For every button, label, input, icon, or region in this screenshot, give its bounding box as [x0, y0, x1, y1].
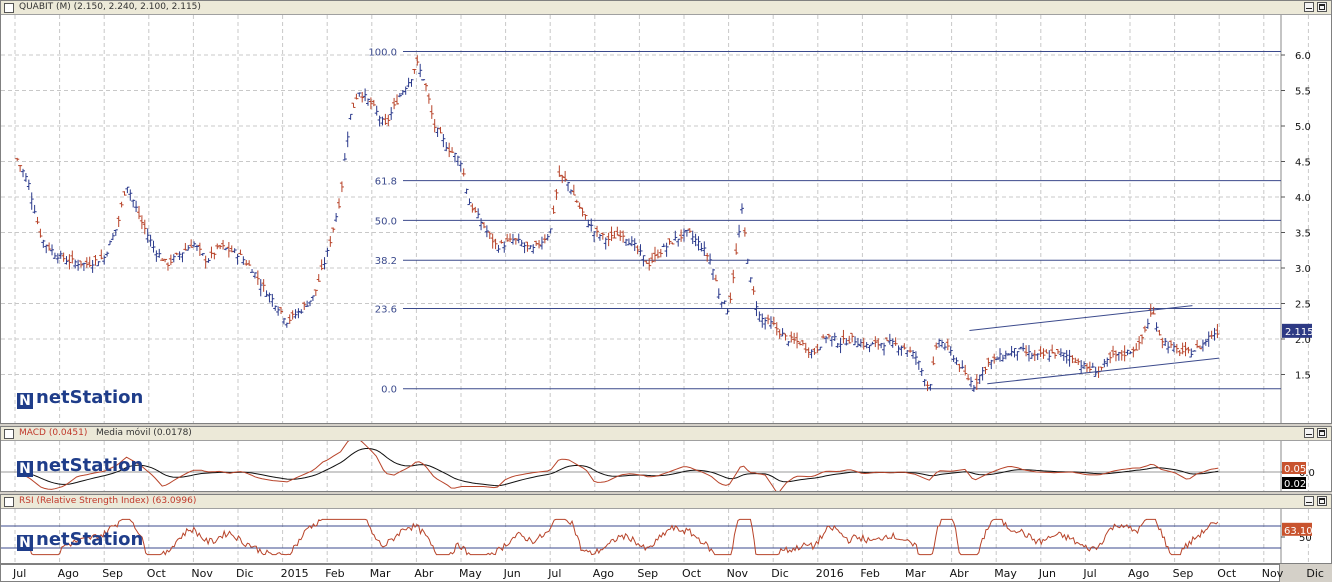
month-label: Dic: [236, 567, 254, 580]
rsi-panel: RSI (Relative Strength Index) (63.0996) …: [0, 494, 1332, 564]
month-label: Mar: [905, 567, 926, 580]
y-tick-label: 4.5: [1295, 158, 1311, 169]
trend-channel-upper: [969, 305, 1193, 331]
month-label: May: [994, 567, 1017, 580]
netstation-logo-icon: N: [17, 461, 33, 477]
maximize-button[interactable]: [1317, 428, 1327, 438]
rsi-value-tag: [1282, 522, 1312, 536]
y-tick-label: 3.0: [1295, 264, 1311, 275]
month-label: Dic: [771, 567, 789, 580]
month-label: Ago: [57, 567, 79, 580]
month-label: Sep: [637, 567, 659, 580]
maximize-button[interactable]: [1317, 496, 1327, 506]
moving-average-line: [19, 448, 1219, 487]
month-label: 2016: [815, 567, 844, 580]
y-tick-label: 1.5: [1295, 371, 1311, 382]
month-label: Sep: [102, 567, 123, 580]
minimize-button[interactable]: [1304, 2, 1314, 12]
moving-average-value-label: 0.02: [1284, 479, 1306, 490]
month-label: Feb: [860, 567, 880, 580]
macd-panel-title: MACD (0.0451) Media móvil (0.0178): [19, 427, 192, 440]
y-tick-label: 6.0: [1295, 51, 1311, 62]
price-chart[interactable]: 6.0 5.5 5.0 4.5 4.0 3.5 3.0 2.5 2.0 1.5 100.0 61.8 5…: [1, 15, 1331, 423]
trend-channel-lower: [987, 357, 1220, 385]
y-tick-label: 5.5: [1295, 87, 1311, 98]
fibonacci-level-label: 100.0: [368, 47, 397, 58]
macd-panel: MACD (0.0451) Media móvil (0.0178) 0.0 0.…: [0, 426, 1332, 492]
month-label: Jul: [1083, 567, 1097, 580]
month-label: May: [459, 567, 482, 580]
macd-label: MACD (0.0451): [19, 428, 88, 438]
fibonacci-level-label: 23.6: [375, 304, 397, 315]
netstation-logo-icon: N: [17, 535, 33, 551]
y-tick-label: 3.5: [1295, 229, 1311, 240]
month-label: Nov: [191, 567, 213, 580]
month-label: Feb: [325, 567, 345, 580]
month-label: Nov: [726, 567, 749, 580]
macd-panel-titlebar: MACD (0.0451) Media móvil (0.0178): [1, 427, 1331, 441]
last-price-label: 2.115: [1285, 327, 1314, 338]
rsi-panel-titlebar: RSI (Relative Strength Index) (63.0996): [1, 495, 1331, 509]
month-label: 2015: [280, 567, 309, 580]
y-tick-label: 0.0: [1299, 468, 1315, 479]
y-tick-label: 5.0: [1295, 122, 1311, 133]
month-label: Oct: [682, 567, 702, 580]
last-price-tag: [1282, 323, 1312, 338]
month-label: Abr: [414, 567, 434, 580]
month-label: Ago: [1128, 567, 1150, 580]
month-label: Oct: [1217, 567, 1237, 580]
moving-average-label: Media móvil (0.0178): [95, 428, 192, 438]
month-label: Mar: [369, 567, 391, 580]
month-label: Oct: [146, 567, 166, 580]
fibonacci-level-label: 50.0: [375, 216, 397, 227]
netstation-logo-icon: N: [17, 393, 33, 409]
y-tick-label: 50: [1299, 533, 1312, 544]
month-label: Dic: [1306, 567, 1324, 580]
minimize-button[interactable]: [1304, 428, 1314, 438]
price-panel: QUABIT (M) (2.150, 2.240, 2.100, 2.115) …: [0, 0, 1332, 424]
y-tick-label: 4.0: [1295, 193, 1311, 204]
moving-average-value-tag: [1282, 477, 1306, 489]
price-panel-title: QUABIT (M) (2.150, 2.240, 2.100, 2.115): [19, 2, 201, 12]
macd-value-tag: [1282, 462, 1306, 474]
macd-chart[interactable]: 0.00.05 0.02: [1, 441, 1331, 491]
panel-icon: [4, 429, 14, 439]
y-tick-label: 2.0: [1295, 335, 1311, 346]
time-axis: Jul Ago Sep Oct Nov Dic 2015 Feb Mar Abr May Jun Jul…: [0, 564, 1324, 582]
macd-value-label: 0.05: [1284, 464, 1306, 475]
panel-icon: [4, 497, 14, 507]
month-label: Jun: [503, 567, 521, 580]
y-tick-label: 2.5: [1295, 300, 1311, 311]
fibonacci-level-label: 61.8: [375, 177, 397, 188]
month-label: Abr: [949, 567, 969, 580]
price-panel-titlebar: QUABIT (M) (2.150, 2.240, 2.100, 2.115): [1, 1, 1331, 15]
rsi-panel-title: RSI (Relative Strength Index) (63.0996): [19, 496, 197, 506]
macd-line: [19, 441, 1219, 491]
maximize-button[interactable]: [1317, 2, 1327, 12]
rsi-value-label: 63.10: [1284, 526, 1313, 537]
month-label: Nov: [1261, 567, 1284, 580]
minimize-button[interactable]: [1304, 496, 1314, 506]
month-label: Sep: [1172, 567, 1194, 580]
fibonacci-level-label: 0.0: [381, 385, 397, 396]
month-label: Jul: [13, 567, 27, 580]
rsi-line: [17, 518, 1219, 556]
month-label: Jun: [1038, 567, 1056, 580]
fibonacci-level-label: 38.2: [375, 256, 397, 267]
month-label: Ago: [592, 567, 615, 580]
panel-icon: [4, 3, 14, 13]
month-label: Jul: [548, 567, 562, 580]
